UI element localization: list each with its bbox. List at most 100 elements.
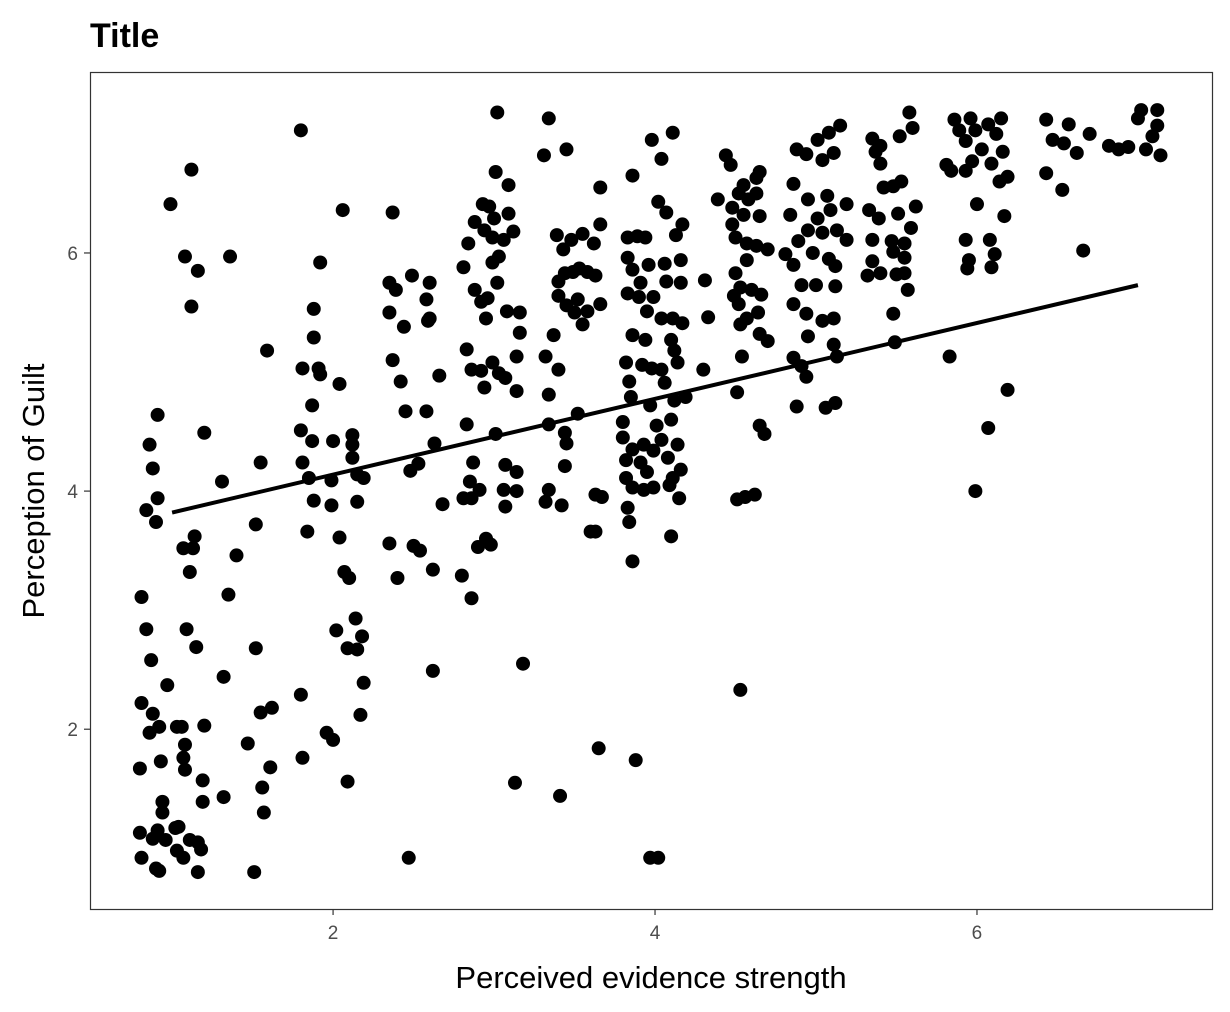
data-point (179, 622, 194, 637)
data-point (509, 465, 524, 480)
data-point (324, 498, 339, 513)
data-point (760, 242, 775, 257)
data-point (340, 774, 355, 789)
data-point (622, 374, 637, 389)
data-point (670, 355, 685, 370)
data-point (459, 417, 474, 432)
data-point (619, 355, 634, 370)
data-point (639, 465, 654, 480)
data-point (567, 305, 582, 320)
data-point (897, 250, 912, 265)
data-point (799, 306, 814, 321)
data-point (194, 842, 209, 857)
x-axis: 2 4 6 (328, 909, 982, 944)
data-point (994, 111, 1009, 126)
data-point (432, 368, 447, 383)
data-point (987, 247, 1002, 262)
data-point (638, 230, 653, 245)
data-point (701, 310, 716, 325)
data-point (620, 250, 635, 265)
data-point (641, 257, 656, 272)
data-point (672, 491, 687, 506)
data-point (496, 232, 511, 247)
data-point (425, 663, 440, 678)
data-point (871, 211, 886, 226)
data-point (487, 211, 502, 226)
data-point (733, 682, 748, 697)
data-point (754, 287, 769, 302)
data-point (464, 591, 479, 606)
data-point (177, 737, 192, 752)
data-point (891, 206, 906, 221)
data-point (559, 142, 574, 157)
data-point (411, 456, 426, 471)
data-point (132, 825, 147, 840)
data-point (382, 536, 397, 551)
data-point (654, 311, 669, 326)
data-point (900, 282, 915, 297)
data-point (646, 443, 661, 458)
data-point (456, 260, 471, 275)
data-point (507, 775, 522, 790)
data-point (615, 430, 630, 445)
data-point (263, 760, 278, 775)
data-point (649, 418, 664, 433)
data-point (546, 328, 561, 343)
data-point (177, 249, 192, 264)
data-point (897, 236, 912, 251)
data-point (512, 305, 527, 320)
data-point (350, 494, 365, 509)
data-point (1153, 148, 1168, 163)
data-point (145, 461, 160, 476)
data-point (248, 517, 263, 532)
chart-title: Title (90, 17, 159, 55)
data-point (551, 274, 566, 289)
data-point (501, 178, 516, 193)
data-point (731, 297, 746, 312)
data-point (944, 163, 959, 178)
data-point (963, 111, 978, 126)
data-point (593, 180, 608, 195)
data-point (485, 355, 500, 370)
data-point (815, 313, 830, 328)
data-point (155, 794, 170, 809)
data-point (826, 145, 841, 160)
data-point (1000, 169, 1015, 184)
data-point (512, 325, 527, 340)
data-point (670, 437, 685, 452)
data-point (995, 144, 1010, 159)
data-point (1134, 103, 1149, 118)
data-point (586, 236, 601, 251)
data-point (256, 805, 271, 820)
data-point (1055, 182, 1070, 197)
data-point (664, 529, 679, 544)
data-point (665, 125, 680, 140)
data-point (541, 387, 556, 402)
data-point (551, 288, 566, 303)
data-point (886, 244, 901, 259)
data-point (873, 266, 888, 281)
data-point (293, 123, 308, 138)
data-point (195, 773, 210, 788)
data-point (594, 490, 609, 505)
data-point (810, 211, 825, 226)
data-point (810, 132, 825, 147)
data-point (485, 230, 500, 245)
data-point (132, 761, 147, 776)
data-point (725, 217, 740, 232)
data-point (216, 669, 231, 684)
data-point (382, 305, 397, 320)
data-point (981, 117, 996, 132)
data-point (553, 788, 568, 803)
data-point (947, 112, 962, 127)
data-point (697, 273, 712, 288)
x-tick-label: 4 (650, 923, 661, 944)
data-point (862, 203, 877, 218)
data-point (195, 794, 210, 809)
data-point (355, 629, 370, 644)
data-point (625, 442, 640, 457)
data-point (491, 249, 506, 264)
data-point (747, 487, 762, 502)
data-point (435, 497, 450, 512)
